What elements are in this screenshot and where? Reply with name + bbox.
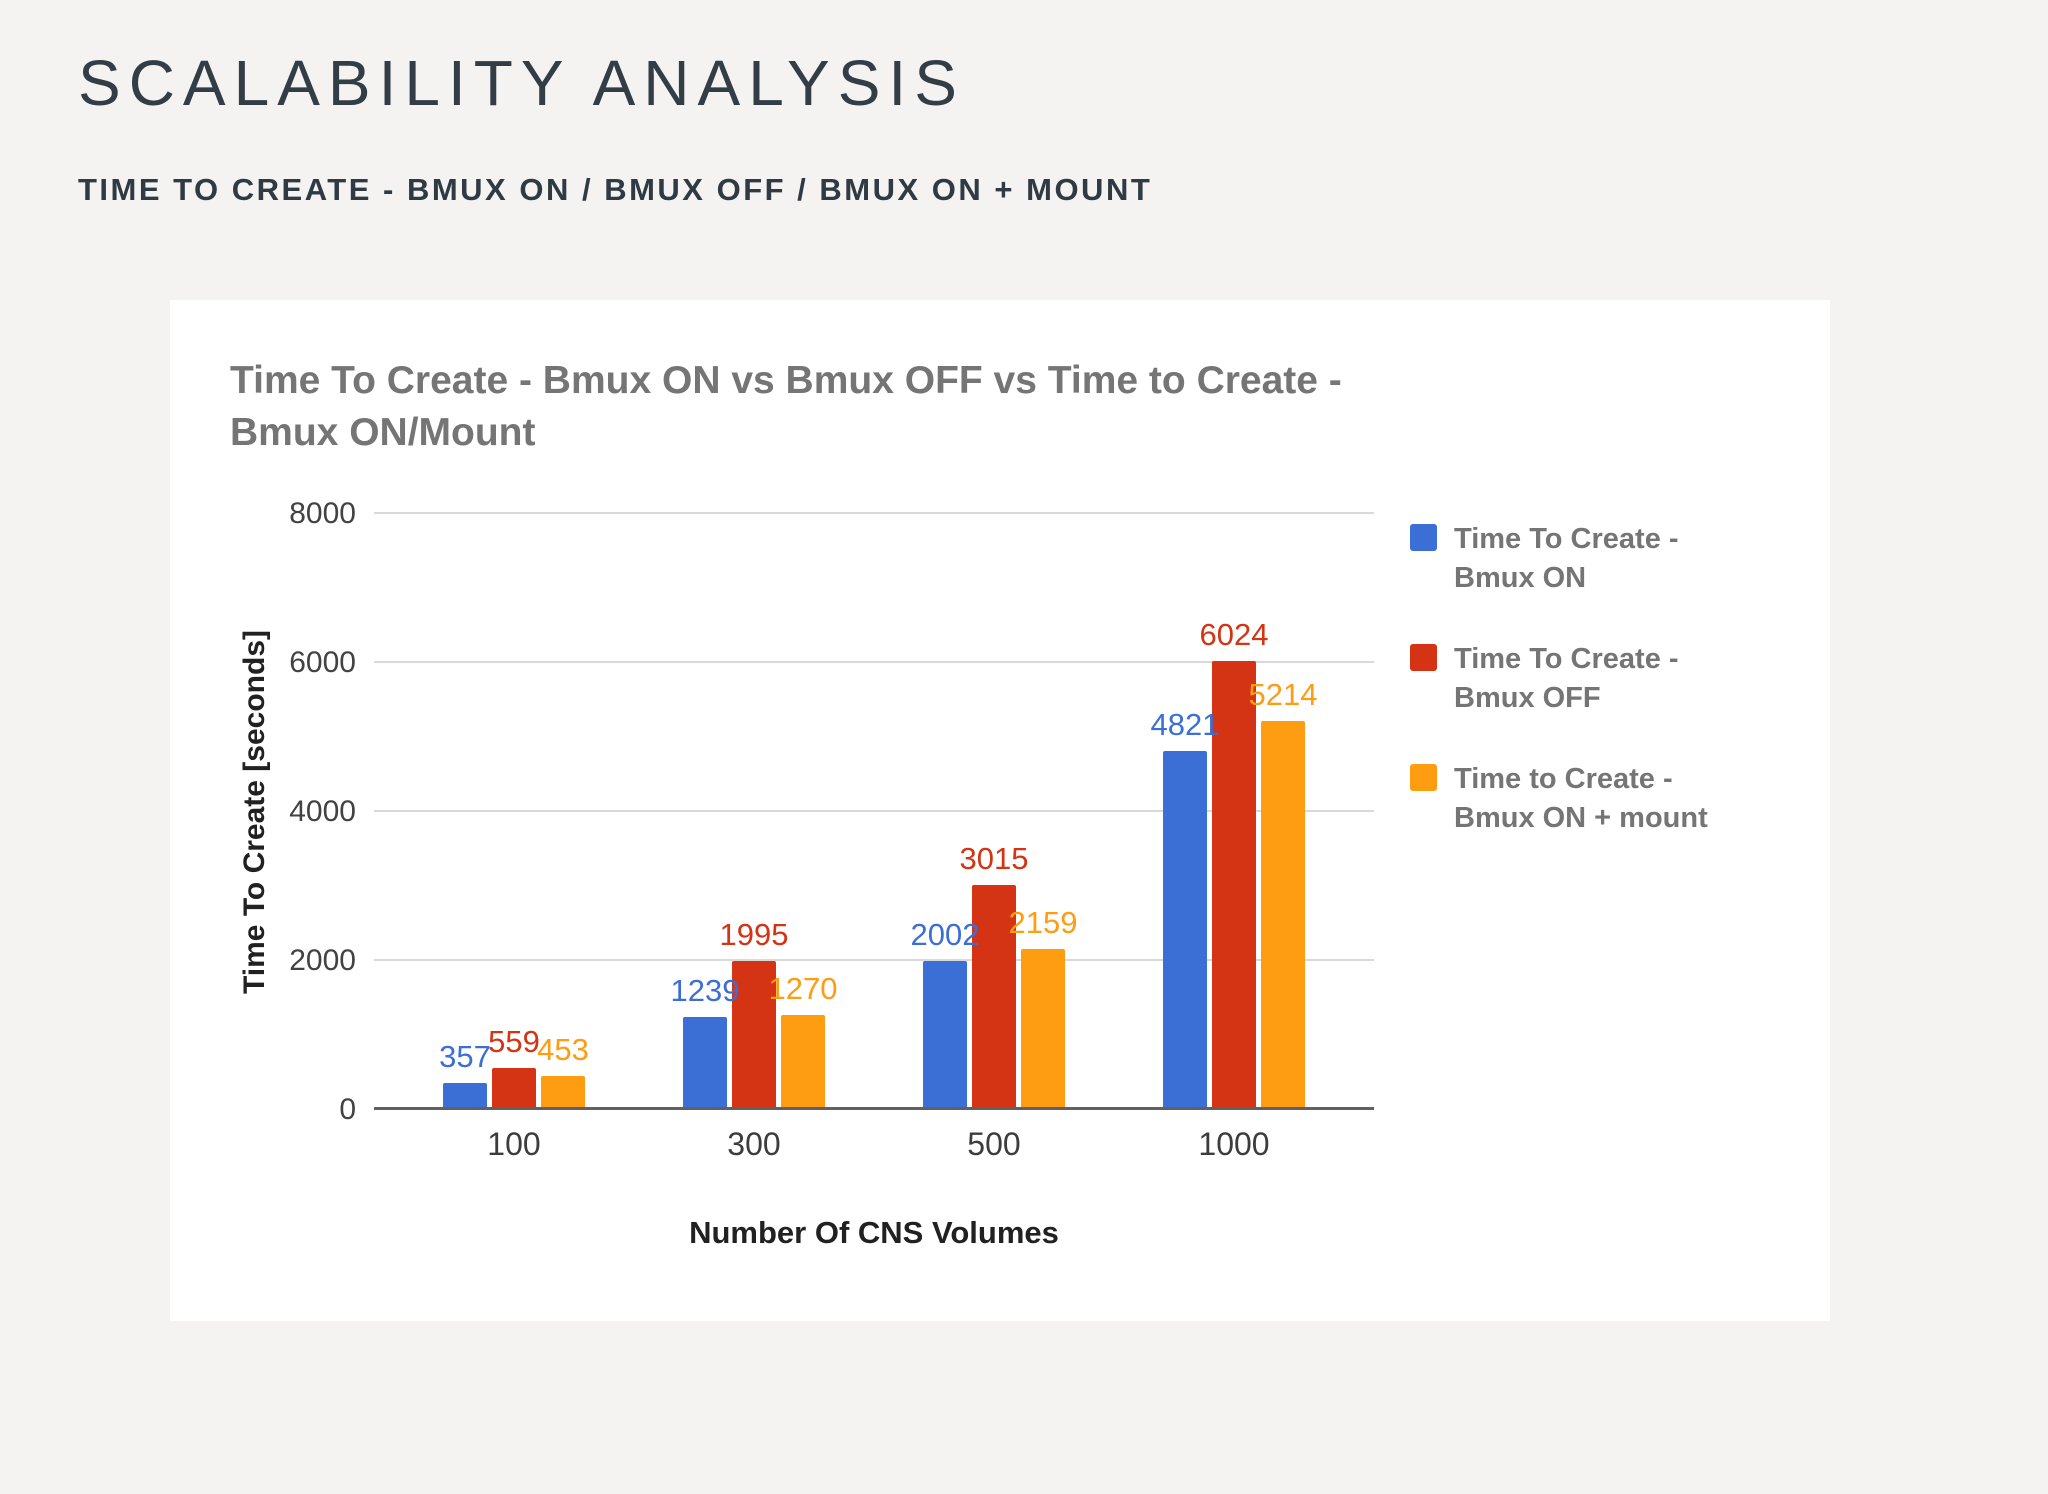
- bar: [1163, 750, 1207, 1110]
- bar-wrap: 357: [439, 514, 491, 1110]
- bar-wrap: 1270: [769, 514, 837, 1110]
- bar: [683, 1017, 727, 1110]
- y-axis-ticks: 0 2000 4000 6000 8000: [282, 497, 374, 1126]
- bar-value-label: 1270: [768, 971, 838, 1007]
- bar-wrap: 3015: [960, 514, 1028, 1110]
- bar-value-label: 2002: [910, 916, 980, 952]
- y-tick-label: 4000: [289, 794, 356, 828]
- bar-group: 2002 3015 2159: [911, 514, 1077, 1110]
- bar: [492, 1068, 536, 1110]
- y-axis-title-column: Time To Create [seconds]: [228, 514, 282, 1110]
- bar-wrap: 2002: [911, 514, 979, 1110]
- bar-value-label: 559: [488, 1024, 540, 1060]
- bar-value-label: 357: [439, 1039, 491, 1075]
- y-tick-label: 2000: [289, 943, 356, 977]
- bar-wrap: 5214: [1249, 514, 1317, 1110]
- legend-item: Time To Create - Bmux OFF: [1410, 640, 1760, 718]
- x-tick-label: 300: [727, 1125, 781, 1162]
- plot-column: 357 559 453 1239 1995 1270 2002 3015 2159 4821 602…: [374, 511, 1374, 1251]
- bar: [1021, 948, 1065, 1110]
- x-tick-label: 500: [967, 1125, 1021, 1162]
- bar-group: 4821 6024 5214: [1151, 514, 1317, 1110]
- chart-card: Time To Create - Bmux ON vs Bmux OFF vs …: [170, 300, 1830, 1321]
- bar-value-label: 6024: [1199, 616, 1269, 652]
- y-axis-title: Time To Create [seconds]: [238, 629, 272, 994]
- bar-value-label: 1995: [719, 917, 789, 953]
- page-title: SCALABILITY ANALYSIS: [78, 47, 965, 119]
- bar: [972, 885, 1016, 1110]
- bar-groups: 357 559 453 1239 1995 1270 2002 3015 2159 4821 602…: [374, 514, 1374, 1110]
- legend-swatch-icon: [1410, 764, 1437, 792]
- legend-label: Time to Create - Bmux ON + mount: [1454, 763, 1708, 835]
- y-tick-label: 8000: [289, 496, 356, 530]
- bar: [541, 1075, 585, 1110]
- legend-label: Time To Create - Bmux ON: [1454, 522, 1679, 594]
- chart-title: Time To Create - Bmux ON vs Bmux OFF vs …: [230, 359, 1342, 454]
- x-tick-label: 100: [487, 1125, 541, 1162]
- bar: [923, 960, 967, 1110]
- bar-wrap: 559: [488, 514, 540, 1110]
- x-axis-tick-labels: 100 300 500 1000: [374, 1126, 1374, 1163]
- bar-value-label: 4821: [1150, 706, 1220, 742]
- gridline: [374, 958, 1374, 961]
- bar-wrap: 2159: [1009, 514, 1077, 1110]
- bar-value-label: 453: [537, 1031, 589, 1067]
- bar-group: 1239 1995 1270: [671, 514, 837, 1110]
- bar: [781, 1015, 825, 1110]
- legend-label: Time To Create - Bmux OFF: [1454, 643, 1679, 715]
- legend-swatch-icon: [1410, 644, 1437, 671]
- bar: [1261, 721, 1305, 1110]
- bar: [443, 1083, 487, 1110]
- legend-item: Time To Create - Bmux ON: [1410, 520, 1760, 598]
- bar-value-label: 3015: [959, 841, 1029, 877]
- x-axis-title: Number Of CNS Volumes: [689, 1214, 1059, 1250]
- page-subtitle: TIME TO CREATE - BMUX ON / BMUX OFF / BM…: [78, 172, 1153, 207]
- y-tick-label: 6000: [289, 645, 356, 679]
- chart-body: Time To Create [seconds] 0 2000 4000 6000 80…: [228, 497, 1772, 1251]
- plot-area: 357 559 453 1239 1995 1270 2002 3015 2159 4821 602…: [374, 511, 1374, 1110]
- bar-wrap: 4821: [1151, 514, 1219, 1110]
- page-header: SCALABILITY ANALYSIS TIME TO CREATE - BM…: [0, 0, 2048, 208]
- x-axis-line: [374, 1106, 1374, 1110]
- bar: [1212, 660, 1256, 1110]
- gridline: [374, 809, 1374, 812]
- bar-wrap: 1995: [720, 514, 788, 1110]
- bar-value-label: 2159: [1008, 904, 1078, 940]
- gridline: [374, 511, 1374, 514]
- gridline: [374, 660, 1374, 663]
- legend-swatch-icon: [1410, 523, 1437, 551]
- bar-value-label: 1239: [670, 973, 740, 1009]
- bar-wrap: 6024: [1200, 514, 1268, 1110]
- legend-item: Time to Create - Bmux ON + mount: [1410, 760, 1760, 838]
- bar: [732, 961, 776, 1110]
- y-tick-label: 0: [339, 1092, 356, 1126]
- bar-value-label: 5214: [1248, 677, 1318, 713]
- x-tick-label: 1000: [1198, 1125, 1270, 1162]
- bar-group: 357 559 453: [439, 514, 589, 1110]
- chart-legend: Time To Create - Bmux ON Time To Create -…: [1410, 514, 1760, 881]
- bar-wrap: 453: [537, 514, 589, 1110]
- bar-wrap: 1239: [671, 514, 739, 1110]
